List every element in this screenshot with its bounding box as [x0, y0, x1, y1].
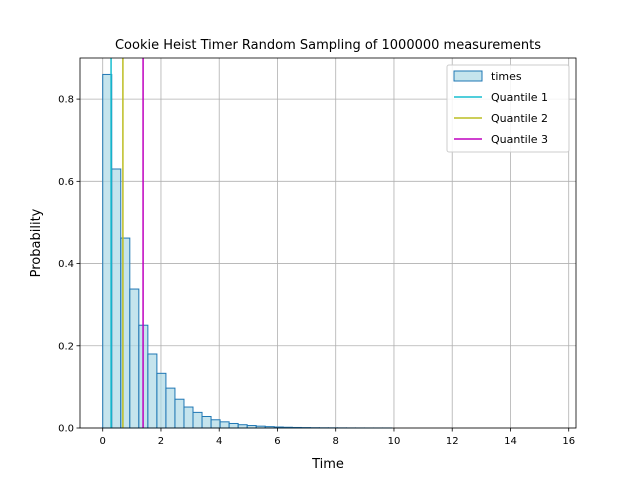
y-axis-ticks: 0.0 0.2 0.4 0.6 0.8 [58, 95, 80, 435]
legend-swatch [453, 70, 483, 82]
histogram-bar [219, 421, 230, 429]
histogram-bar [165, 387, 176, 429]
y-tick-label: 0.0 [58, 424, 74, 435]
x-tick-label: 8 [333, 436, 339, 447]
histogram-bar [111, 168, 122, 429]
y-axis-label: Probability [29, 208, 44, 277]
x-tick-label: 14 [504, 436, 517, 447]
legend-label: times [491, 70, 522, 83]
histogram-bar [129, 288, 140, 429]
x-axis-ticks: 0 2 4 6 8 10 12 14 16 [100, 428, 575, 447]
histogram-bar [183, 406, 194, 429]
chart-title: Cookie Heist Timer Random Sampling of 10… [115, 38, 541, 53]
histogram-bar [210, 419, 221, 429]
histogram-bar [156, 372, 167, 429]
plot-frame [79, 57, 577, 429]
x-tick-label: 16 [562, 436, 575, 447]
x-tick-label: 12 [446, 436, 459, 447]
y-tick-label: 0.4 [58, 259, 74, 270]
legend-label: Quantile 1 [491, 91, 548, 104]
grid [80, 58, 576, 429]
legend-box [446, 64, 570, 153]
legend-label: Quantile 3 [491, 133, 548, 146]
legend: times Quantile 1 Quantile 2 Quantile 3 [446, 64, 570, 153]
y-tick-label: 0.8 [58, 95, 74, 106]
x-tick-label: 2 [158, 436, 164, 447]
y-tick-label: 0.6 [58, 177, 74, 188]
histogram-bar [147, 353, 158, 429]
x-axis-label: Time [311, 457, 344, 472]
legend-label: Quantile 2 [491, 112, 548, 125]
x-tick-label: 0 [100, 436, 106, 447]
histogram-bar [237, 424, 248, 429]
x-tick-label: 4 [216, 436, 222, 447]
y-tick-label: 0.2 [58, 341, 74, 352]
histogram-bar [120, 237, 131, 429]
quantile-lines [110, 58, 144, 428]
x-tick-label: 6 [274, 436, 280, 447]
histogram-bar [201, 415, 212, 429]
histogram-bar [192, 411, 203, 429]
histogram-bar [174, 398, 185, 429]
histogram-bar [228, 422, 239, 429]
x-tick-label: 10 [388, 436, 401, 447]
